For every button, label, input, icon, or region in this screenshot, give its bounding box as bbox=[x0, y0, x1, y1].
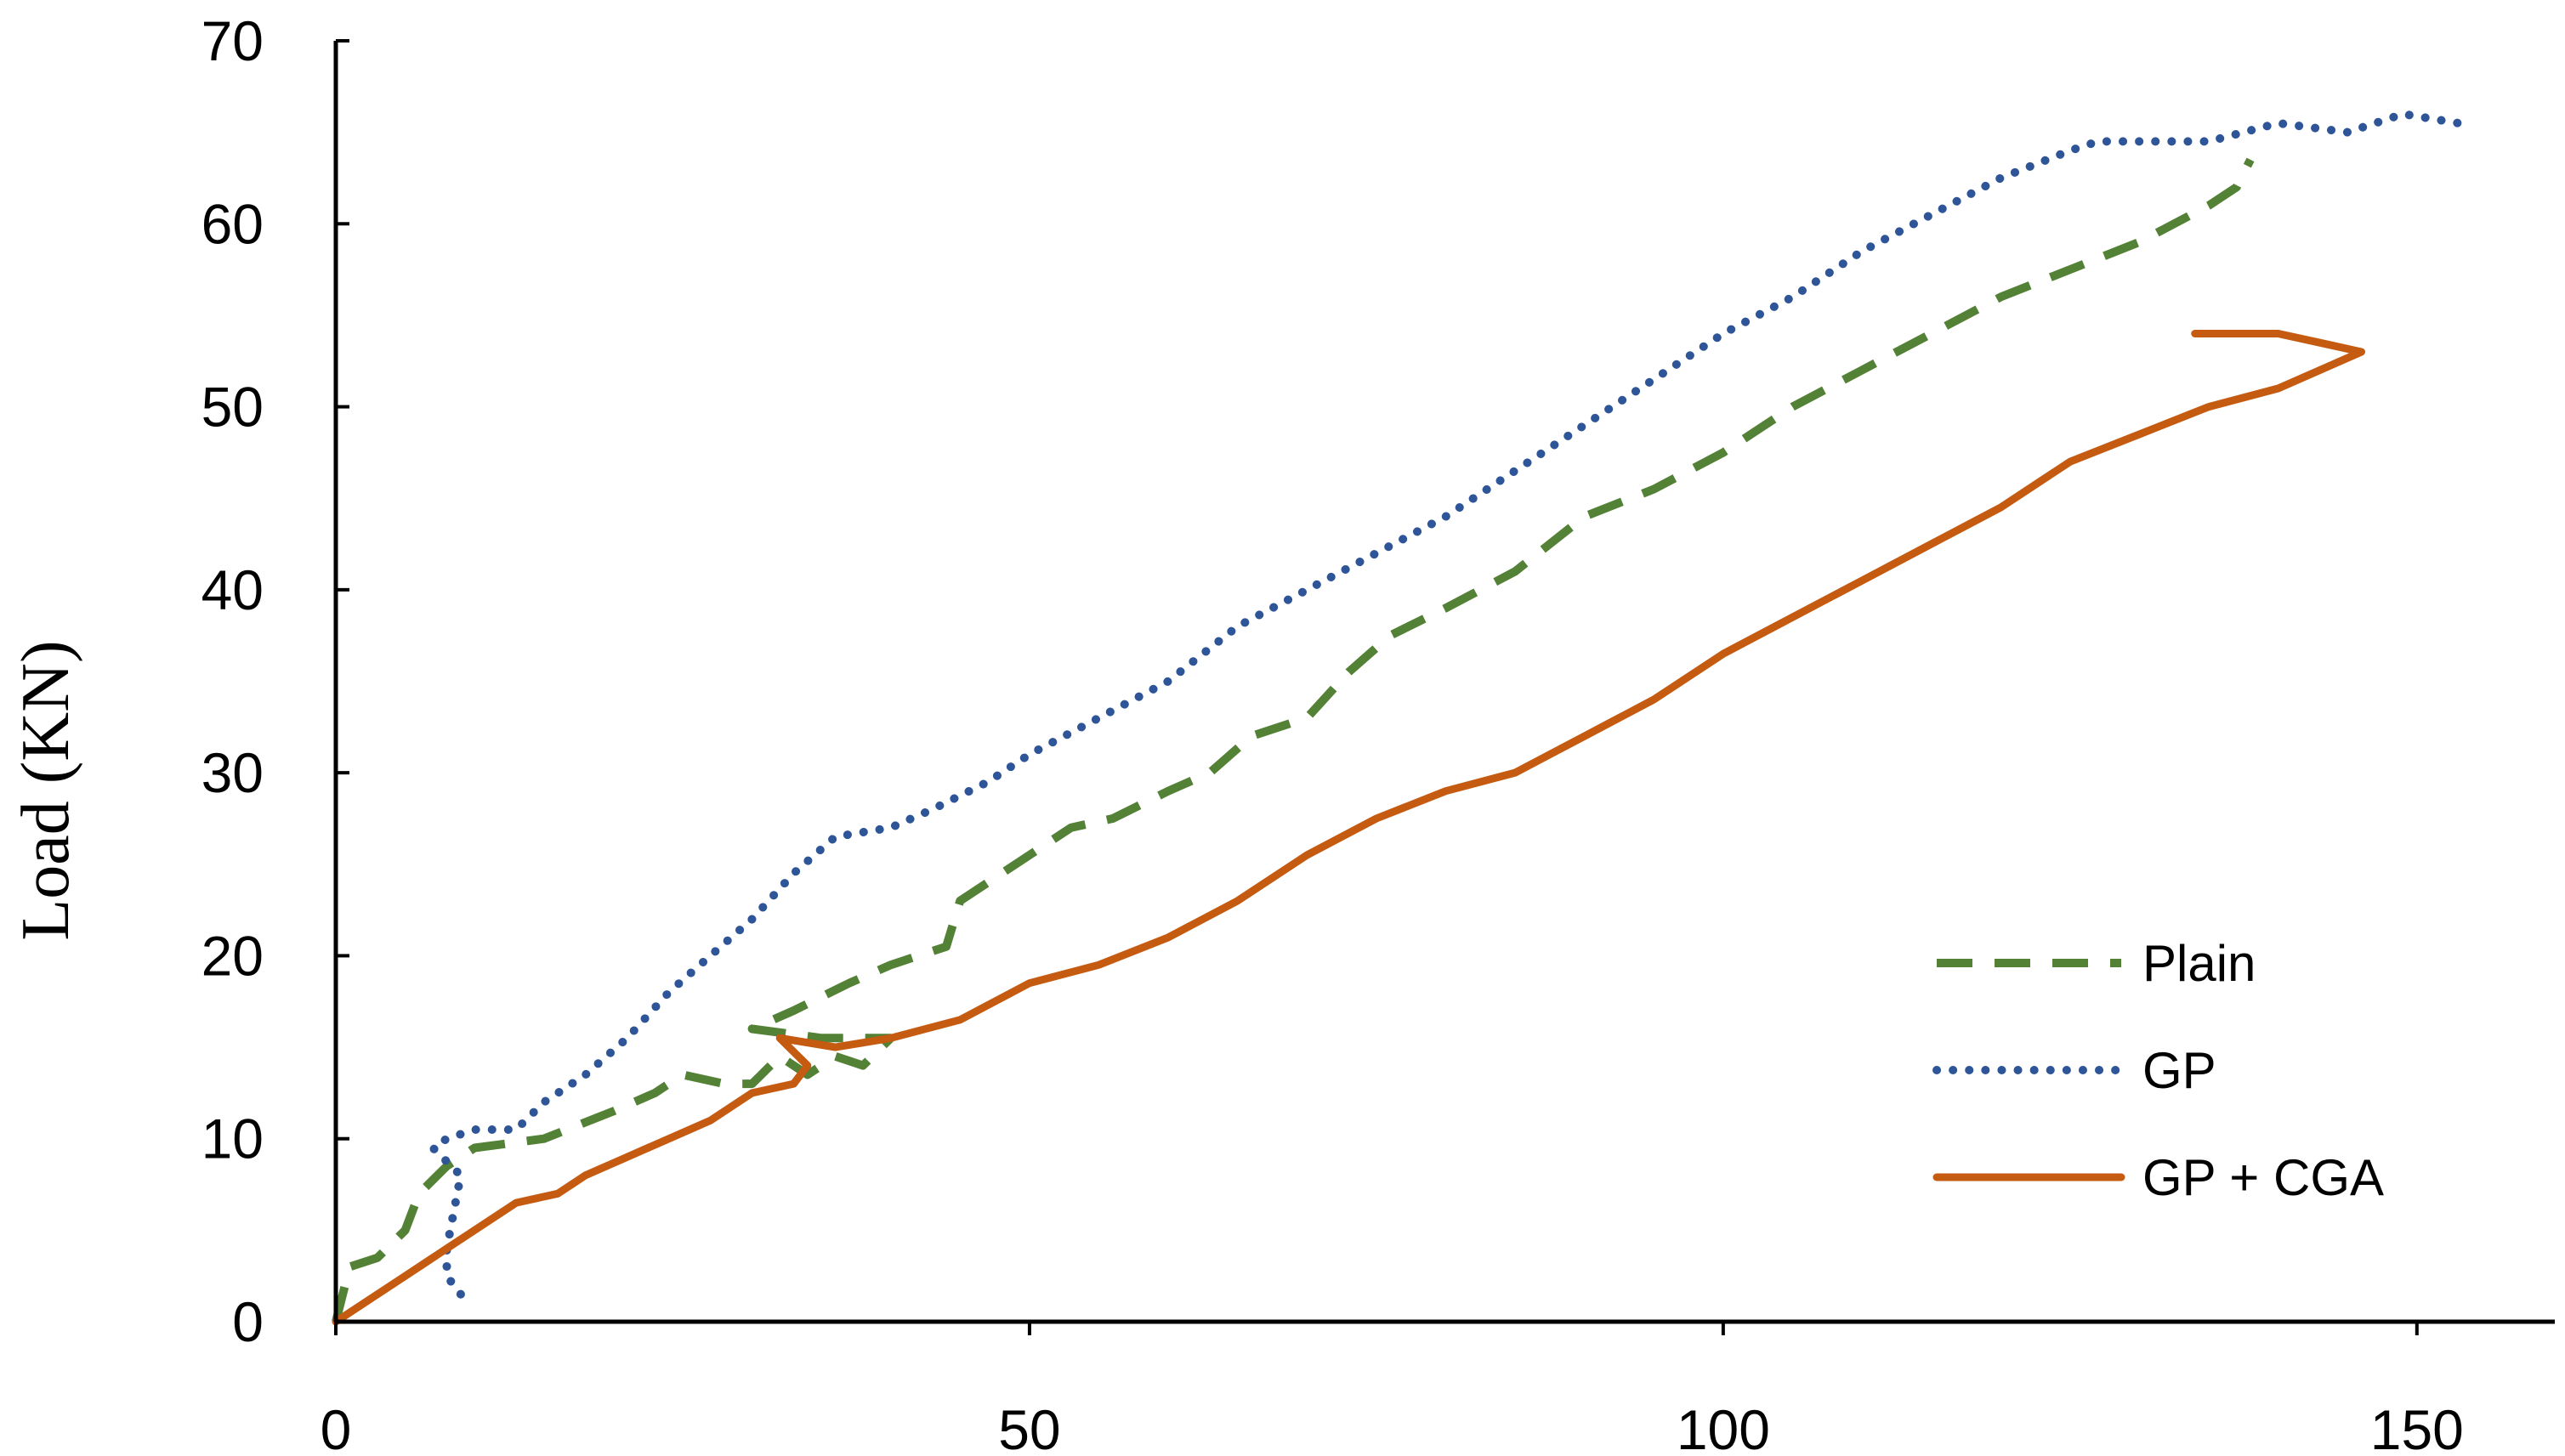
x-tick-label-2: 100 bbox=[1677, 1398, 1770, 1456]
y-tick-label-4: 40 bbox=[201, 558, 264, 621]
x-tick-label-0: 0 bbox=[321, 1398, 352, 1456]
y-tick-label-2: 20 bbox=[201, 924, 264, 987]
legend: Plain GP GP + CGA bbox=[1932, 935, 2384, 1206]
y-tick-label-1: 10 bbox=[201, 1108, 264, 1170]
x-tick-label-3: 150 bbox=[2370, 1398, 2464, 1456]
legend-label-2: GP bbox=[2142, 1042, 2216, 1099]
ticks-layer: 0 10 20 30 40 50 60 70 0 50 100 150 bbox=[201, 9, 2464, 1456]
y-tick-label-0: 0 bbox=[232, 1290, 264, 1353]
y-tick-label-5: 50 bbox=[201, 376, 264, 439]
x-tick-label-1: 50 bbox=[998, 1398, 1060, 1456]
y-axis-title: Load (KN) bbox=[9, 640, 83, 940]
series-line-2 bbox=[428, 110, 2463, 1299]
legend-label-3: GP + CGA bbox=[2142, 1149, 2384, 1206]
series-layer bbox=[332, 110, 2463, 1326]
y-tick-label-3: 30 bbox=[201, 741, 264, 804]
legend-label-1: Plain bbox=[2142, 935, 2256, 992]
y-tick-label-6: 60 bbox=[201, 192, 264, 255]
axes-layer bbox=[333, 41, 2555, 1324]
y-tick-label-7: 70 bbox=[201, 9, 264, 72]
series-line-3 bbox=[332, 330, 2365, 1326]
series-line-1 bbox=[332, 157, 2255, 1323]
